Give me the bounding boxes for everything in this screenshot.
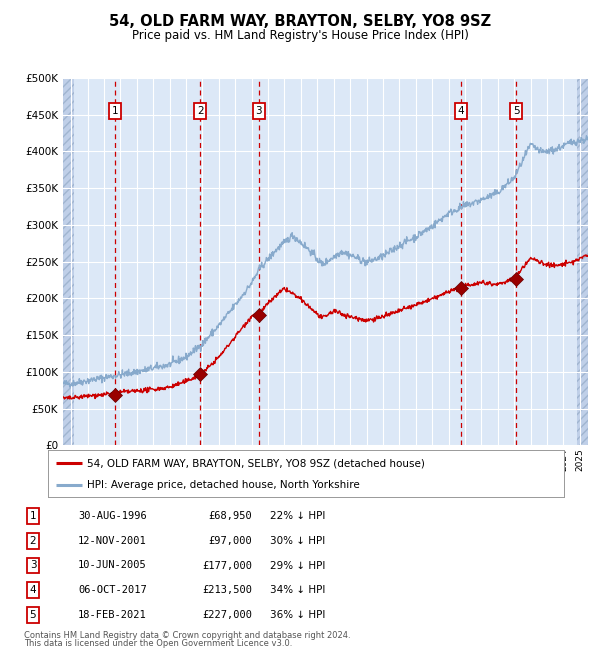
Text: This data is licensed under the Open Government Licence v3.0.: This data is licensed under the Open Gov…	[24, 639, 292, 648]
Text: 34% ↓ HPI: 34% ↓ HPI	[270, 585, 325, 595]
Text: 1: 1	[29, 511, 37, 521]
Text: £177,000: £177,000	[202, 560, 252, 571]
Text: 22% ↓ HPI: 22% ↓ HPI	[270, 511, 325, 521]
Text: 4: 4	[458, 106, 464, 116]
Text: Price paid vs. HM Land Registry's House Price Index (HPI): Price paid vs. HM Land Registry's House …	[131, 29, 469, 42]
Text: HPI: Average price, detached house, North Yorkshire: HPI: Average price, detached house, Nort…	[86, 480, 359, 489]
Text: 1: 1	[112, 106, 118, 116]
Text: 12-NOV-2001: 12-NOV-2001	[78, 536, 147, 546]
Text: 30% ↓ HPI: 30% ↓ HPI	[270, 536, 325, 546]
Text: 06-OCT-2017: 06-OCT-2017	[78, 585, 147, 595]
Text: 5: 5	[513, 106, 520, 116]
Text: 5: 5	[29, 610, 37, 620]
Text: 36% ↓ HPI: 36% ↓ HPI	[270, 610, 325, 620]
Text: 10-JUN-2005: 10-JUN-2005	[78, 560, 147, 571]
Text: 54, OLD FARM WAY, BRAYTON, SELBY, YO8 9SZ (detached house): 54, OLD FARM WAY, BRAYTON, SELBY, YO8 9S…	[86, 458, 425, 468]
Text: £97,000: £97,000	[208, 536, 252, 546]
Bar	[577, 78, 590, 445]
Text: 2: 2	[29, 536, 37, 546]
Text: 3: 3	[256, 106, 262, 116]
Text: 18-FEB-2021: 18-FEB-2021	[78, 610, 147, 620]
Text: 29% ↓ HPI: 29% ↓ HPI	[270, 560, 325, 571]
Text: 3: 3	[29, 560, 37, 571]
Text: 30-AUG-1996: 30-AUG-1996	[78, 511, 147, 521]
Text: £227,000: £227,000	[202, 610, 252, 620]
Text: £213,500: £213,500	[202, 585, 252, 595]
Bar	[63, 78, 74, 445]
Text: 54, OLD FARM WAY, BRAYTON, SELBY, YO8 9SZ: 54, OLD FARM WAY, BRAYTON, SELBY, YO8 9S…	[109, 14, 491, 29]
Text: 4: 4	[29, 585, 37, 595]
Text: 2: 2	[197, 106, 203, 116]
Text: Contains HM Land Registry data © Crown copyright and database right 2024.: Contains HM Land Registry data © Crown c…	[24, 631, 350, 640]
Text: £68,950: £68,950	[208, 511, 252, 521]
